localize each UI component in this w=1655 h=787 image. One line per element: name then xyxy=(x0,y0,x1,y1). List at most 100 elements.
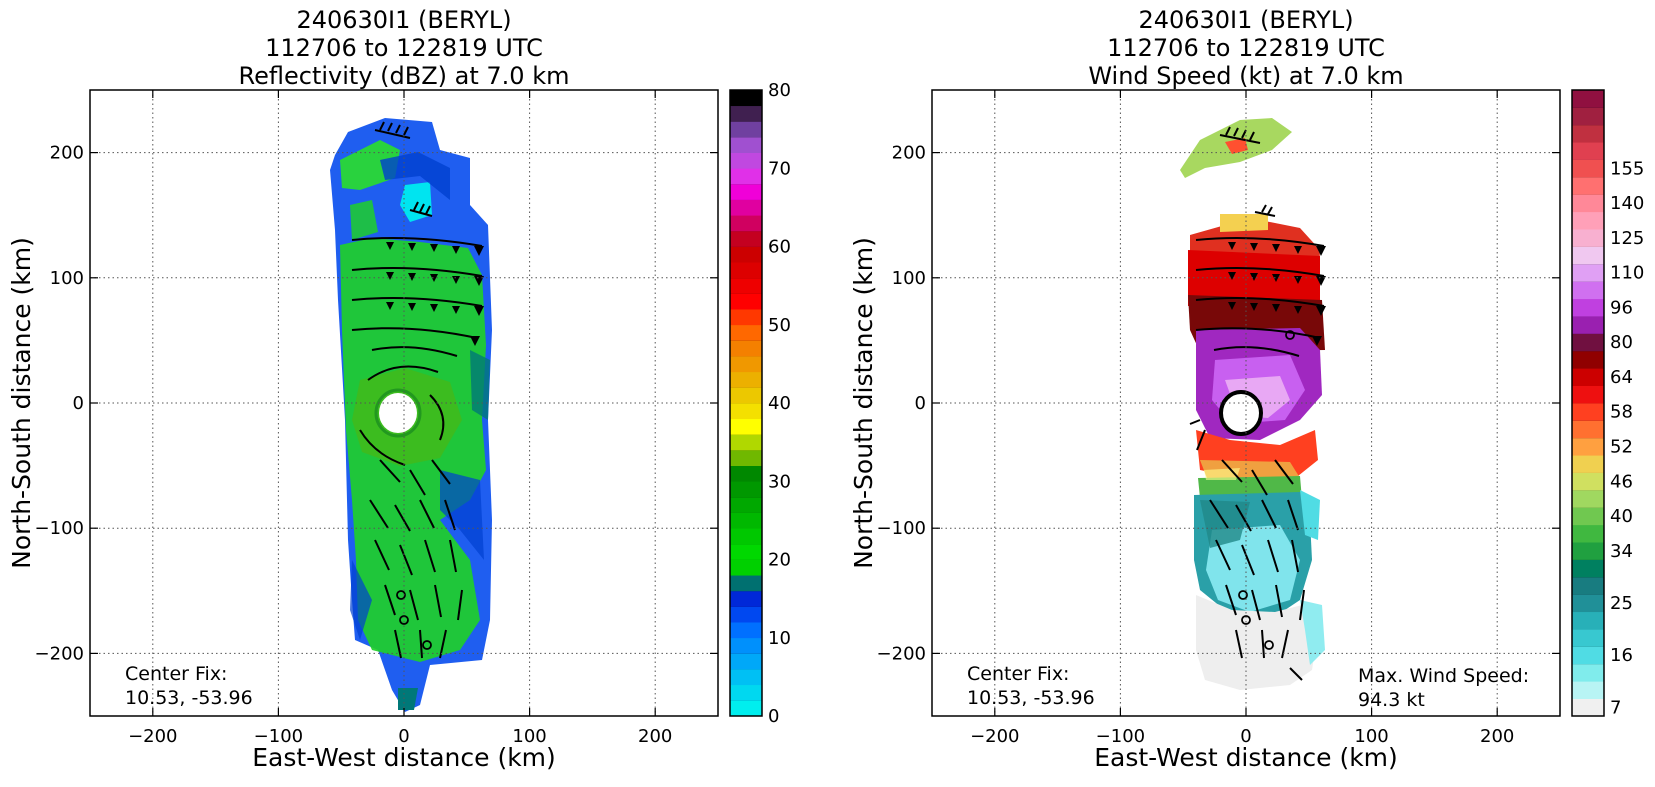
colorbar-bin xyxy=(1572,246,1604,265)
colorbar-bin xyxy=(1572,368,1604,387)
colorbar-bin xyxy=(1572,611,1604,630)
x-tick-label: −200 xyxy=(128,726,177,747)
chart-title-line-1: 240630I1 (BERYL) xyxy=(296,6,511,34)
chart-title-line-3: Reflectivity (dBZ) at 7.0 km xyxy=(239,62,570,90)
colorbar-bin xyxy=(1572,124,1604,143)
x-axis-ticks: −200 −100 0 100 200 xyxy=(970,90,1514,747)
colorbar-tick-label: 96 xyxy=(1610,297,1633,318)
reflectivity-panel: 240630I1 (BERYL) 112706 to 122819 UTC Re… xyxy=(7,6,791,772)
colorbar-bin xyxy=(730,215,762,232)
colorbar-tick-label: 46 xyxy=(1610,471,1633,492)
colorbar-tick-label: 140 xyxy=(1610,193,1644,214)
y-tick-label: −200 xyxy=(877,643,926,664)
colorbar-tick-label: 155 xyxy=(1610,158,1644,179)
colorbar-bin xyxy=(1572,211,1604,230)
max-wind-value: 94.3 kt xyxy=(1358,689,1425,711)
colorbar-bin xyxy=(730,669,762,686)
colorbar-tick-label: 34 xyxy=(1610,541,1633,562)
barb-ticks xyxy=(386,242,484,346)
wind-speed-colorbar xyxy=(1572,89,1604,717)
colorbar-bin xyxy=(1572,542,1604,560)
colorbar-bin xyxy=(730,90,762,107)
colorbar-bin xyxy=(1572,489,1604,508)
colorbar-tick-label: 20 xyxy=(768,550,791,571)
colorbar-tick-label: 52 xyxy=(1610,436,1633,457)
y-tick-label: 100 xyxy=(50,268,84,289)
colorbar-bin xyxy=(1572,159,1604,178)
colorbar-bin xyxy=(730,168,762,185)
colorbar-bin xyxy=(730,387,762,404)
colorbar-bin xyxy=(1572,698,1604,717)
colorbar-bin xyxy=(730,684,762,701)
y-tick-label: −100 xyxy=(35,518,84,539)
colorbar-tick-label: 50 xyxy=(768,315,791,336)
colorbar-tick-label: 70 xyxy=(768,158,791,179)
colorbar-bin xyxy=(730,543,762,560)
colorbar-bin xyxy=(730,700,762,717)
colorbar-bin xyxy=(1572,90,1604,108)
colorbar-tick-label: 60 xyxy=(768,237,791,258)
x-tick-label: −200 xyxy=(970,726,1019,747)
colorbar-bin xyxy=(1572,403,1604,421)
center-fix-value: 10.53, -53.96 xyxy=(967,687,1095,709)
colorbar-tick-label: 58 xyxy=(1610,402,1633,423)
chart-title-line-2: 112706 to 122819 UTC xyxy=(1107,34,1385,62)
colorbar-tick-label: 25 xyxy=(1610,593,1633,614)
colorbar-bin xyxy=(730,637,762,654)
colorbar-bin xyxy=(730,590,762,607)
colorbar-bin xyxy=(1572,298,1604,317)
colorbar-bin xyxy=(1572,263,1604,282)
colorbar-ticks: 0 10 20 30 40 50 60 70 80 xyxy=(768,80,791,727)
colorbar-tick-label: 10 xyxy=(768,628,791,649)
colorbar-bin xyxy=(1572,594,1604,613)
reflectivity-field xyxy=(330,118,492,712)
colorbar-bin xyxy=(730,434,762,451)
y-tick-label: 0 xyxy=(915,393,926,414)
y-tick-label: −200 xyxy=(35,643,84,664)
x-tick-label: −100 xyxy=(1096,726,1145,747)
colorbar-tick-label: 80 xyxy=(1610,332,1633,353)
colorbar-bin xyxy=(730,559,762,576)
y-axis-label: North-South distance (km) xyxy=(849,237,878,569)
y-axis-label: North-South distance (km) xyxy=(7,237,36,569)
colorbar-bin xyxy=(730,309,762,326)
colorbar-frame xyxy=(729,89,763,717)
grid xyxy=(932,90,1560,716)
colorbar-bin xyxy=(1572,420,1604,439)
colorbar-bin xyxy=(730,136,762,153)
y-axis-ticks: −200 −100 0 100 200 xyxy=(877,143,1560,664)
chart-title-line-3: Wind Speed (kt) at 7.0 km xyxy=(1088,62,1403,90)
colorbar-bin xyxy=(730,277,762,294)
colorbar-bin xyxy=(1572,107,1604,126)
colorbar-bin xyxy=(730,356,762,373)
colorbar-bin xyxy=(730,449,762,466)
colorbar-tick-label: 125 xyxy=(1610,228,1644,249)
colorbar-bin xyxy=(1572,316,1604,334)
chart-title-line-2: 112706 to 122819 UTC xyxy=(265,34,543,62)
x-axis-label: East-West distance (km) xyxy=(252,743,556,772)
colorbar-tick-label: 40 xyxy=(1610,506,1633,527)
colorbar-bin xyxy=(730,512,762,529)
x-tick-label: 100 xyxy=(1354,726,1388,747)
colorbar-bin xyxy=(1572,333,1604,352)
x-tick-label: −100 xyxy=(254,726,303,747)
y-tick-label: 200 xyxy=(50,143,84,164)
x-axis-label: East-West distance (km) xyxy=(1094,743,1398,772)
colorbar-bin xyxy=(1572,194,1604,213)
colorbar-bin xyxy=(730,418,762,435)
x-tick-label: 0 xyxy=(398,726,409,747)
colorbar-tick-label: 64 xyxy=(1610,367,1633,388)
y-tick-label: 200 xyxy=(892,143,926,164)
colorbar-tick-label: 0 xyxy=(768,706,779,727)
x-tick-label: 100 xyxy=(512,726,546,747)
colorbar-bin xyxy=(730,606,762,623)
colorbar-bin xyxy=(1572,176,1604,195)
colorbar-tick-label: 30 xyxy=(768,471,791,492)
colorbar-bin xyxy=(730,496,762,513)
colorbar-bin xyxy=(730,293,762,310)
colorbar-tick-label: 80 xyxy=(768,80,791,101)
colorbar-frame xyxy=(1571,89,1605,717)
max-wind-label: Max. Wind Speed: xyxy=(1358,665,1529,687)
colorbar-bin xyxy=(1572,142,1604,160)
